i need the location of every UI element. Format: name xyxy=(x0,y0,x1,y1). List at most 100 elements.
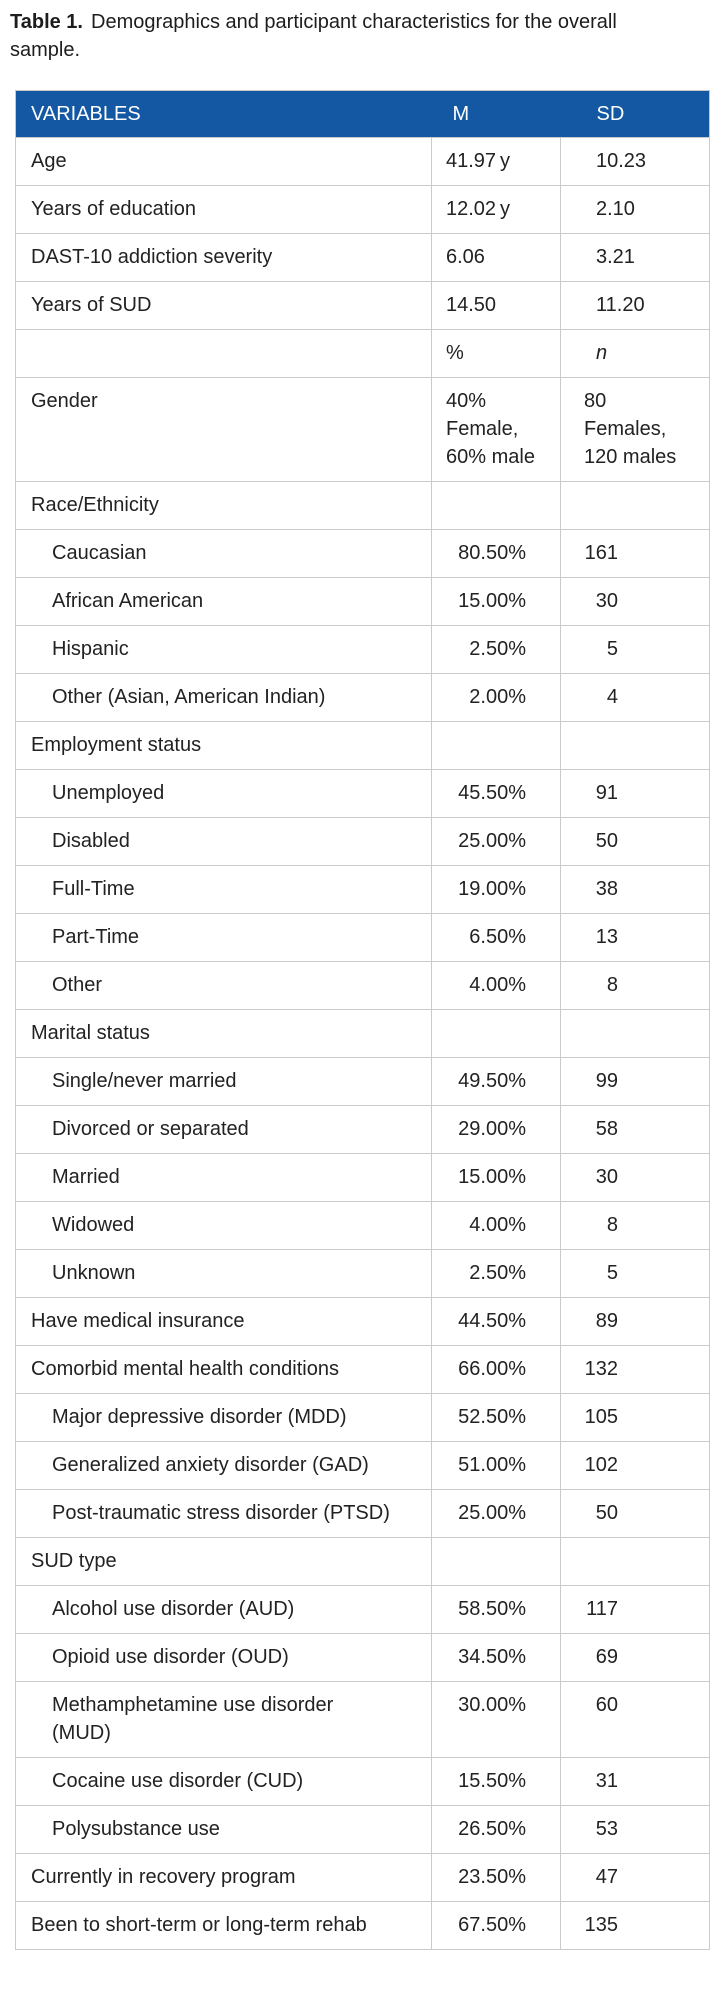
row-sd-value: 5 xyxy=(606,638,618,660)
row-m-value: 80.50% xyxy=(458,542,526,564)
row-sd-value: 4 xyxy=(606,686,618,708)
row-sd-cell: 132 xyxy=(560,1345,710,1394)
table-caption-text: Demographics and participant characteris… xyxy=(10,11,617,61)
row-label-cell: Years of education xyxy=(15,185,432,234)
row-sd-cell: 11.20 xyxy=(560,281,710,330)
col-header-m: M xyxy=(431,90,561,138)
row-m-cell: 12.02 y xyxy=(431,185,561,234)
row-label-cell: Unknown xyxy=(15,1249,432,1298)
section-row: Marital status xyxy=(15,1009,710,1058)
table-row: Other 4.00% 8 xyxy=(15,961,710,1010)
row-sd-cell: 3.21 xyxy=(560,233,710,282)
row-sd-value: 99 xyxy=(595,1070,618,1092)
row-m-cell: 26.50% xyxy=(431,1805,561,1854)
row-label-cell: Employment status xyxy=(15,721,432,770)
row-m-cell: 25.00% xyxy=(431,1489,561,1538)
row-sd-value: 8 xyxy=(606,1214,618,1236)
row-sd-value: 11.20 xyxy=(596,294,645,316)
table-row: Years of SUD 14.50 11.20 xyxy=(15,281,710,330)
row-m-value: 4.00% xyxy=(469,1214,526,1236)
row-label-cell: Gender xyxy=(15,377,432,482)
table-row: % n xyxy=(15,329,710,378)
row-sd-cell: 47 xyxy=(560,1853,710,1902)
row-label-cell: Years of SUD xyxy=(15,281,432,330)
row-sd-cell: 89 xyxy=(560,1297,710,1346)
row-label-cell: Currently in recovery program xyxy=(15,1853,432,1902)
row-sd-value: n xyxy=(596,342,608,364)
row-m-value: 51.00% xyxy=(458,1454,526,1476)
row-label-cell: Been to short-term or long-term rehab xyxy=(15,1901,432,1950)
row-sd-value: 47 xyxy=(595,1866,618,1888)
row-label-cell: Post-traumatic stress disorder (PTSD) xyxy=(15,1489,432,1538)
table-row: African American 15.00% 30 xyxy=(15,577,710,626)
row-m-value: 40% Female, 60% male xyxy=(446,390,535,468)
row-m-cell: 2.50% xyxy=(431,625,561,674)
row-m-value: 6.50% xyxy=(469,926,526,948)
row-label-cell: Alcohol use disorder (AUD) xyxy=(15,1585,432,1634)
row-sd-cell: 10.23 xyxy=(560,137,710,186)
row-sd-cell: 53 xyxy=(560,1805,710,1854)
row-label-cell: Full-Time xyxy=(15,865,432,914)
row-label-cell: Other xyxy=(15,961,432,1010)
row-sd-value: 50 xyxy=(595,1502,618,1524)
row-sd-value: 31 xyxy=(595,1770,618,1792)
row-sd-value: 8 xyxy=(606,974,618,996)
row-m-cell: 15.00% xyxy=(431,1153,561,1202)
row-sd-value: 3.21 xyxy=(596,246,635,268)
row-sd-cell: 4 xyxy=(560,673,710,722)
row-m-cell: 2.50% xyxy=(431,1249,561,1298)
row-sd-cell: 102 xyxy=(560,1441,710,1490)
row-sd-cell: 69 xyxy=(560,1633,710,1682)
row-m-value: 15.00% xyxy=(458,590,526,612)
row-m-value: 25.00% xyxy=(458,830,526,852)
row-m-cell: 15.50% xyxy=(431,1757,561,1806)
row-label-cell: Cocaine use disorder (CUD) xyxy=(15,1757,432,1806)
table-row: Been to short-term or long-term rehab 67.… xyxy=(15,1901,710,1950)
row-label-cell: Other (Asian, American Indian) xyxy=(15,673,432,722)
row-m-value: 15.50% xyxy=(458,1770,526,1792)
table-row: Married 15.00% 30 xyxy=(15,1153,710,1202)
row-sd-cell: 60 xyxy=(560,1681,710,1758)
row-m-cell: 34.50% xyxy=(431,1633,561,1682)
table-row: Age 41.97 y 10.23 xyxy=(15,137,710,186)
row-m-cell: 52.50% xyxy=(431,1393,561,1442)
row-m-value: 52.50% xyxy=(458,1406,526,1428)
row-m-cell: 66.00% xyxy=(431,1345,561,1394)
table-caption: Table 1. Demographics and participant cha… xyxy=(10,8,670,64)
row-label-cell: Generalized anxiety disorder (GAD) xyxy=(15,1441,432,1490)
table-header: VARIABLES M SD xyxy=(15,90,710,138)
row-sd-value: 2.10 xyxy=(596,198,635,220)
row-m-cell: 41.97 y xyxy=(431,137,561,186)
row-m-cell xyxy=(431,721,561,770)
table-row: Methamphetamine use disorder (MUD) 30.00%… xyxy=(15,1681,710,1758)
row-m-value: 66.00% xyxy=(458,1358,526,1380)
row-m-value: 67.50% xyxy=(458,1914,526,1936)
row-m-value: 25.00% xyxy=(458,1502,526,1524)
row-sd-cell: 117 xyxy=(560,1585,710,1634)
row-m-value: 15.00% xyxy=(458,1166,526,1188)
row-label-cell: African American xyxy=(15,577,432,626)
row-sd-cell: 5 xyxy=(560,1249,710,1298)
row-label-cell: Marital status xyxy=(15,1009,432,1058)
row-m-value: 45.50% xyxy=(458,782,526,804)
row-m-cell: 49.50% xyxy=(431,1057,561,1106)
row-m-value: 2.50% xyxy=(469,638,526,660)
row-m-cell: 4.00% xyxy=(431,961,561,1010)
row-sd-cell: 50 xyxy=(560,817,710,866)
table-row: Polysubstance use 26.50% 53 xyxy=(15,1805,710,1854)
row-label-cell: Methamphetamine use disorder (MUD) xyxy=(15,1681,432,1758)
row-sd-value: 58 xyxy=(595,1118,618,1140)
row-sd-cell: 38 xyxy=(560,865,710,914)
row-m-value: 14.50 xyxy=(446,294,497,316)
row-m-cell: 51.00% xyxy=(431,1441,561,1490)
row-m-value: % xyxy=(446,342,464,364)
row-m-value: 30.00% xyxy=(458,1694,526,1716)
row-sd-cell: 5 xyxy=(560,625,710,674)
table-row: Major depressive disorder (MDD) 52.50% 105 xyxy=(15,1393,710,1442)
row-sd-value: 60 xyxy=(595,1694,618,1716)
table-row: Single/never married 49.50% 99 xyxy=(15,1057,710,1106)
row-m-cell: 67.50% xyxy=(431,1901,561,1950)
row-sd-cell: 30 xyxy=(560,577,710,626)
table-row: Divorced or separated 29.00% 58 xyxy=(15,1105,710,1154)
table-row: Cocaine use disorder (CUD) 15.50% 31 xyxy=(15,1757,710,1806)
